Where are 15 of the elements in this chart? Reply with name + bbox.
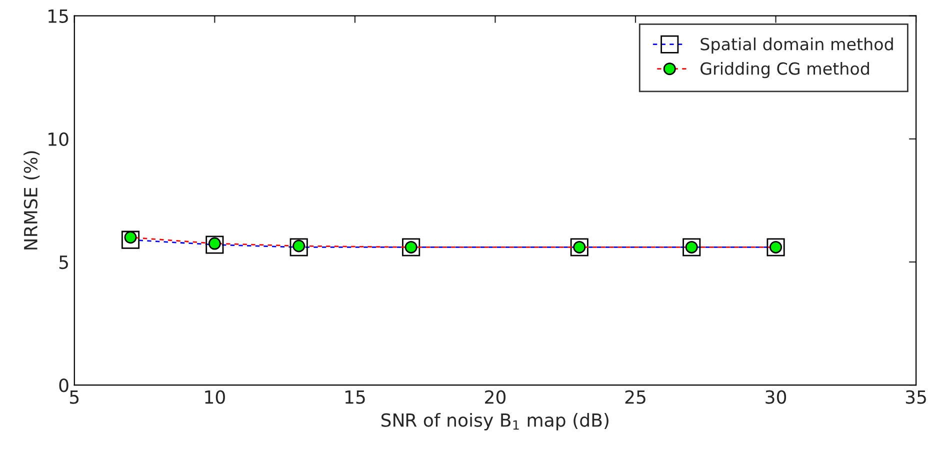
y-tick-label: 10 bbox=[48, 132, 68, 146]
legend-label: Spatial domain method bbox=[700, 38, 893, 54]
x-axis-title: SNR of noisy B$_{1}$ map (dB) bbox=[381, 412, 608, 430]
y-tick-label: 15 bbox=[48, 10, 68, 23]
x-tick-label: 20 bbox=[485, 390, 506, 404]
x-tick-label: 10 bbox=[205, 390, 225, 404]
x-tick-label: 15 bbox=[345, 390, 365, 404]
x-tick-label: 25 bbox=[625, 390, 646, 404]
y-axis-title: NRMSE (%) bbox=[24, 151, 40, 250]
x-tick-label: 5 bbox=[70, 390, 79, 404]
legend-label: Gridding CG method bbox=[700, 62, 869, 78]
x-tick-label: 35 bbox=[906, 390, 926, 404]
x-tick-label: 30 bbox=[766, 390, 786, 404]
y-tick-label: 5 bbox=[59, 256, 68, 270]
y-tick-label: 0 bbox=[59, 378, 68, 392]
